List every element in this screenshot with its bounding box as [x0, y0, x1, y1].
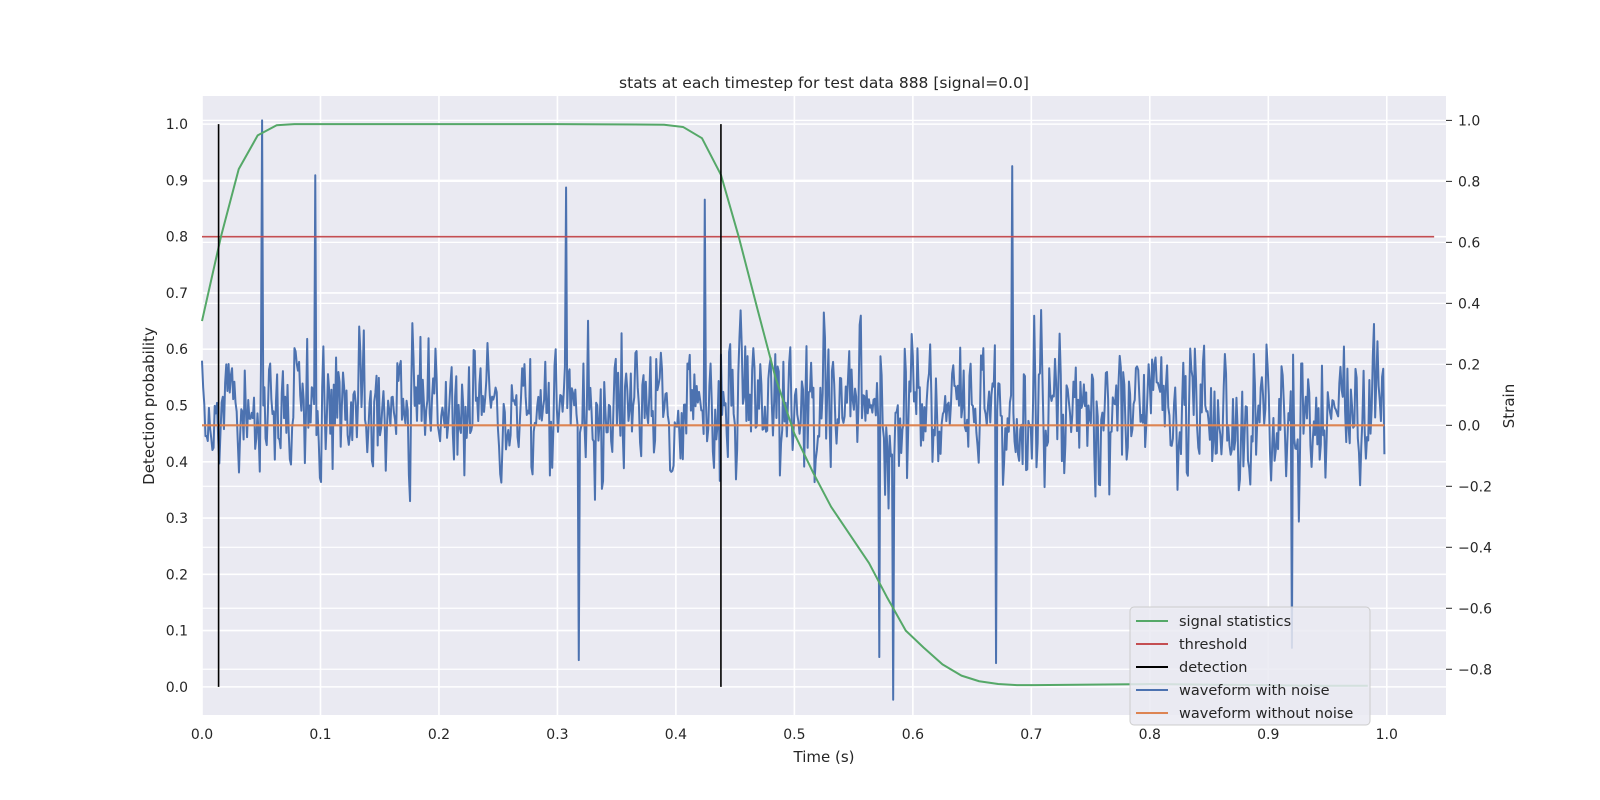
y-tick-label: 1.0: [166, 117, 188, 133]
x-tick-label: 0.8: [1139, 727, 1161, 743]
y2-tick-label: 0.8: [1458, 174, 1480, 190]
x-tick-label: 1.0: [1376, 727, 1398, 743]
y-tick-label: 0.5: [166, 399, 188, 415]
y2-tick-label: 0.0: [1458, 418, 1480, 434]
legend-label: signal statistics: [1179, 614, 1291, 630]
y-tick-label: 0.1: [166, 624, 188, 640]
x-tick-label: 0.1: [309, 727, 331, 743]
waveform-with-noise-line: [201, 119, 1386, 701]
y-tick-label: 0.4: [166, 455, 188, 471]
legend: signal statistics threshold detection wavef…: [1129, 606, 1371, 726]
y2-axis-label: Strain: [1500, 384, 1518, 428]
x-tick-label: 0.6: [902, 727, 924, 743]
y2-tick-label: −0.2: [1458, 479, 1492, 495]
y-tick-label: 0.2: [166, 567, 188, 583]
signal-statistics-line: [201, 123, 1368, 687]
x-tick-label: 0.3: [546, 727, 568, 743]
y-tick-label: 0.8: [166, 230, 188, 246]
y2-tick-label: −0.4: [1458, 540, 1492, 556]
y-tick-label: 0.3: [166, 511, 188, 527]
legend-label: waveform with noise: [1179, 683, 1330, 699]
y-tick-label: 0.7: [166, 286, 188, 302]
y-tick-label: 0.0: [166, 680, 188, 696]
series-layer: [201, 119, 1435, 701]
y2-tick-label: 1.0: [1458, 113, 1480, 129]
y2-tick-label: 0.2: [1458, 357, 1480, 373]
x-axis-label: Time (s): [793, 748, 855, 766]
y-tick-label: 0.6: [166, 342, 188, 358]
x-tick-label: 0.5: [783, 727, 805, 743]
x-tick-label: 0.7: [1020, 727, 1042, 743]
y2-tick-label: −0.6: [1458, 601, 1492, 617]
legend-label: detection: [1179, 660, 1247, 676]
y2-tick-label: −0.8: [1458, 662, 1492, 678]
legend-label: threshold: [1179, 637, 1247, 653]
legend-box: [1129, 606, 1371, 726]
ticks-layer: 0.0 0.1 0.2 0.3 0.4 0.5 0.6 0.7 0.8 0.9 1.0 0.0 0.1 0…: [166, 113, 1492, 743]
y-tick-label: 0.9: [166, 173, 188, 189]
y2-tick-label: 0.6: [1458, 235, 1480, 251]
y2-tick-label: 0.4: [1458, 296, 1480, 312]
x-tick-label: 0.4: [665, 727, 687, 743]
chart-title: stats at each timestep for test data 888…: [619, 74, 1029, 92]
x-tick-label: 0.9: [1257, 727, 1279, 743]
legend-label: waveform without noise: [1179, 706, 1353, 722]
x-tick-label: 0.2: [428, 727, 450, 743]
y-axis-label: Detection probability: [140, 327, 158, 485]
x-tick-label: 0.0: [191, 727, 213, 743]
